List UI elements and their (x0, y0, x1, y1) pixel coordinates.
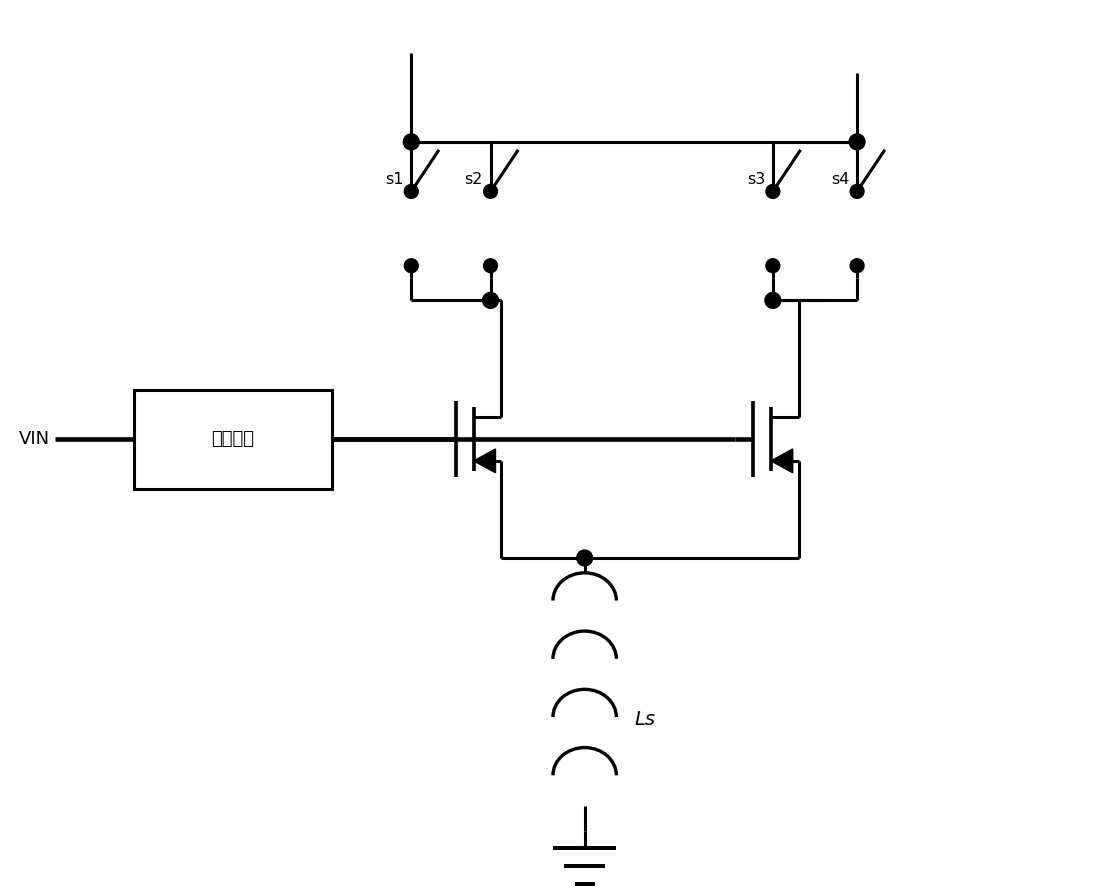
Text: s1: s1 (385, 173, 404, 188)
Circle shape (404, 134, 419, 150)
Circle shape (405, 258, 418, 273)
Polygon shape (771, 449, 793, 473)
Text: s4: s4 (830, 173, 849, 188)
Circle shape (577, 550, 593, 566)
Circle shape (766, 258, 780, 273)
Circle shape (849, 134, 865, 150)
Circle shape (850, 184, 864, 198)
Circle shape (766, 184, 780, 198)
Circle shape (850, 258, 864, 273)
Text: s3: s3 (747, 173, 765, 188)
Circle shape (484, 258, 498, 273)
Text: 匹配网络: 匹配网络 (211, 430, 255, 448)
Text: s2: s2 (464, 173, 482, 188)
Text: VIN: VIN (19, 430, 49, 448)
Circle shape (484, 184, 498, 198)
Bar (133, 390, 331, 489)
Text: Ls: Ls (635, 710, 655, 729)
Polygon shape (474, 449, 496, 473)
Circle shape (482, 292, 499, 308)
Circle shape (405, 184, 418, 198)
Circle shape (765, 292, 781, 308)
